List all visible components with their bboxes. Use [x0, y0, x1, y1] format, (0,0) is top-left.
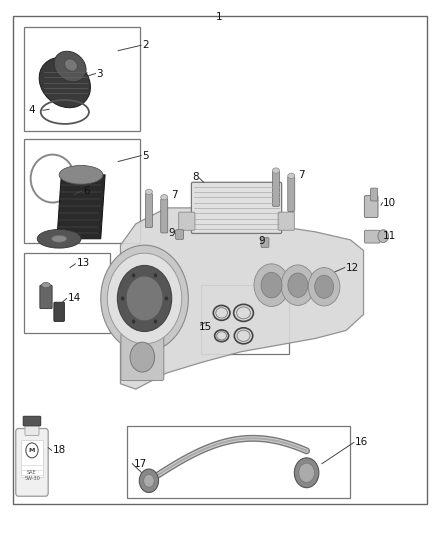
Text: 7: 7: [298, 170, 304, 180]
FancyBboxPatch shape: [364, 230, 380, 243]
Text: 14: 14: [68, 294, 81, 303]
Circle shape: [154, 319, 157, 324]
Circle shape: [132, 273, 135, 278]
Circle shape: [117, 265, 172, 332]
FancyBboxPatch shape: [261, 238, 269, 247]
Bar: [24, 253, 110, 333]
Bar: [127, 426, 350, 498]
FancyBboxPatch shape: [54, 302, 64, 321]
Text: 10: 10: [383, 198, 396, 207]
Polygon shape: [120, 208, 364, 389]
Circle shape: [261, 272, 282, 298]
FancyBboxPatch shape: [371, 188, 378, 201]
Ellipse shape: [145, 189, 152, 195]
Text: 13: 13: [77, 258, 90, 268]
Circle shape: [281, 265, 314, 305]
Circle shape: [107, 253, 182, 344]
Ellipse shape: [42, 282, 50, 288]
Ellipse shape: [39, 58, 90, 108]
Bar: [21, 440, 43, 477]
Circle shape: [154, 273, 157, 278]
Circle shape: [139, 469, 159, 492]
FancyBboxPatch shape: [23, 416, 41, 426]
Circle shape: [126, 276, 163, 321]
Text: 9: 9: [169, 228, 175, 238]
Ellipse shape: [288, 173, 295, 179]
Text: SAE: SAE: [27, 470, 37, 475]
Text: 1: 1: [215, 12, 223, 22]
Circle shape: [130, 342, 155, 372]
FancyBboxPatch shape: [16, 429, 48, 496]
Bar: [201, 285, 289, 354]
Circle shape: [121, 296, 124, 301]
Circle shape: [294, 458, 319, 488]
Circle shape: [254, 264, 289, 306]
FancyBboxPatch shape: [145, 193, 152, 228]
FancyBboxPatch shape: [161, 199, 168, 233]
Circle shape: [101, 245, 188, 352]
Text: 6: 6: [83, 186, 90, 196]
Circle shape: [144, 474, 154, 487]
Circle shape: [314, 275, 334, 298]
FancyBboxPatch shape: [364, 196, 378, 217]
Text: 4: 4: [28, 106, 35, 115]
Text: 12: 12: [346, 263, 359, 272]
Circle shape: [288, 273, 308, 297]
Text: 5W-30: 5W-30: [24, 475, 40, 481]
Circle shape: [165, 296, 168, 301]
Text: 2: 2: [142, 41, 149, 50]
FancyBboxPatch shape: [25, 422, 39, 435]
Bar: [24, 139, 140, 243]
Text: 3: 3: [96, 69, 103, 78]
Ellipse shape: [59, 165, 103, 184]
Text: 8: 8: [193, 172, 199, 182]
FancyBboxPatch shape: [288, 176, 295, 212]
Text: 7: 7: [171, 190, 177, 199]
Text: 11: 11: [383, 231, 396, 240]
FancyBboxPatch shape: [278, 212, 294, 230]
FancyBboxPatch shape: [176, 230, 184, 239]
Ellipse shape: [161, 195, 168, 200]
FancyBboxPatch shape: [121, 334, 164, 381]
FancyBboxPatch shape: [40, 285, 52, 309]
Circle shape: [308, 268, 340, 306]
Circle shape: [132, 319, 135, 324]
Circle shape: [378, 230, 389, 243]
Ellipse shape: [64, 59, 78, 71]
Text: 18: 18: [53, 446, 66, 455]
Ellipse shape: [51, 236, 67, 242]
FancyBboxPatch shape: [179, 212, 195, 230]
Text: 17: 17: [134, 459, 147, 469]
Ellipse shape: [272, 168, 279, 173]
Text: M: M: [29, 448, 35, 453]
Text: 9: 9: [258, 236, 265, 246]
Text: 16: 16: [355, 438, 368, 447]
FancyBboxPatch shape: [272, 171, 279, 206]
Ellipse shape: [54, 51, 86, 82]
Polygon shape: [57, 175, 105, 239]
Circle shape: [299, 463, 314, 482]
Ellipse shape: [37, 230, 81, 248]
FancyBboxPatch shape: [191, 182, 282, 233]
Text: 5: 5: [142, 151, 149, 160]
Bar: [24, 27, 140, 131]
Text: 15: 15: [198, 322, 212, 332]
